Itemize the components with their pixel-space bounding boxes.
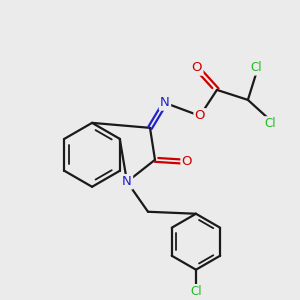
- Text: Cl: Cl: [190, 285, 202, 298]
- Text: Cl: Cl: [264, 117, 276, 130]
- Text: Cl: Cl: [250, 61, 262, 74]
- Text: O: O: [195, 110, 205, 122]
- Text: O: O: [192, 61, 202, 74]
- Text: N: N: [122, 175, 132, 188]
- Text: O: O: [182, 155, 192, 168]
- Text: N: N: [160, 96, 170, 110]
